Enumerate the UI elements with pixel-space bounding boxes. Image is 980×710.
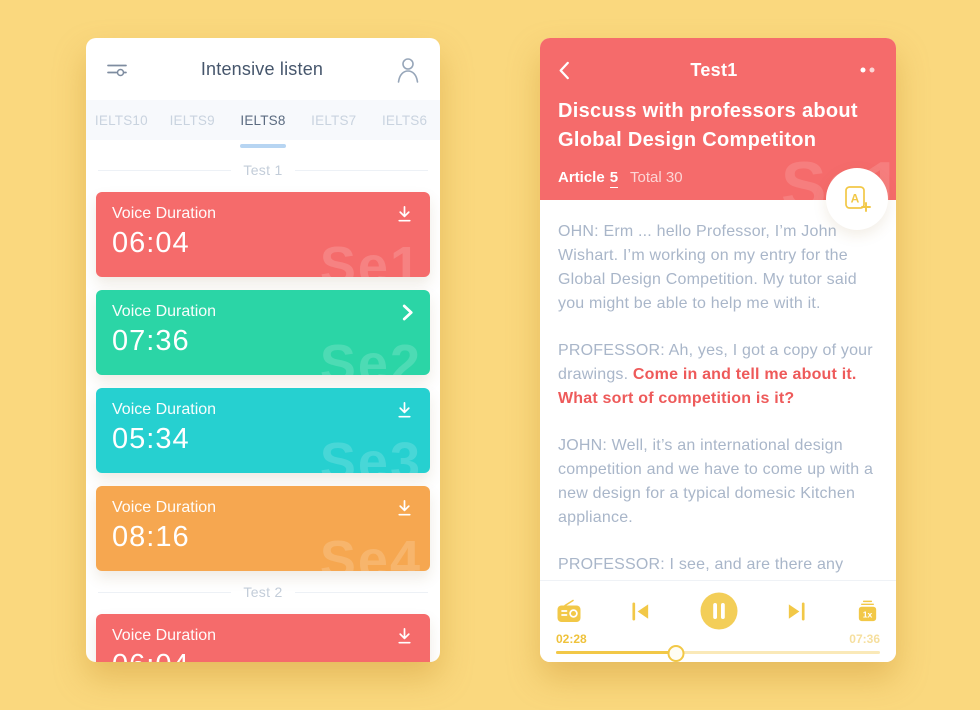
transcript-body: OHN: Erm ... hello Professor, I’m John W… [540,200,896,580]
tab-ielts9[interactable]: IELTS9 [169,112,215,128]
voice-card-se4[interactable]: Voice Duration 08:16 Se4 [96,486,430,571]
card-label: Voice Duration [112,627,217,644]
more-dots-icon[interactable] [858,67,878,73]
card-watermark: Se2 [319,334,422,375]
audio-player-bar: 1x 02:28 07:36 [540,580,896,662]
download-icon[interactable] [395,205,414,224]
progress-knob[interactable] [667,645,685,662]
total-duration: 07:36 [849,632,880,646]
ielts-tab-bar: IELTS10 IELTS9 IELTS8 IELTS7 IELTS6 [86,100,440,148]
previous-track-icon[interactable] [629,600,652,623]
card-label: Voice Duration [112,499,217,516]
tab-ielts8[interactable]: IELTS8 [240,112,286,128]
section-divider-test1: Test 1 [98,162,428,178]
tab-ielts6[interactable]: IELTS6 [381,112,428,128]
reader-title: Test1 [690,59,738,80]
voice-card-se2[interactable]: Voice Duration 07:36 Se2 [96,290,430,375]
card-watermark: Se1 [319,236,422,277]
article-heading: Discuss with professors about Global Des… [558,100,858,151]
transcript-paragraph: OHN: Erm ... hello Professor, I’m John W… [558,223,857,312]
pause-button[interactable] [700,592,738,630]
article-meta: Article 5 Total 30 [558,169,878,188]
voice-card-se1[interactable]: Voice Duration 06:04 Se1 [96,192,430,277]
card-label: Voice Duration [112,401,217,418]
highlighted-sentence: Come in and tell me about it. What sort … [558,366,857,407]
playback-speed-icon[interactable]: 1x [855,599,880,624]
transcript-paragraph: JOHN: Well, it’s an international design… [558,437,874,526]
voice-duration-value: 05:34 [112,423,190,455]
transcript-paragraph: PROFESSOR: Ah, yes, I got a copy of your… [558,342,873,407]
radio-icon[interactable] [556,599,582,624]
voice-card-se3[interactable]: Voice Duration 05:34 Se3 [96,388,430,473]
next-track-icon[interactable] [785,600,808,623]
transcript-reader-screen: Test1 Discuss with professors about Glob… [540,38,896,662]
voice-duration-value: 06:04 [112,227,190,259]
back-chevron-icon[interactable] [558,61,570,80]
svg-text:1x: 1x [863,609,873,619]
progress-fill [556,651,676,654]
font-size-icon: A [845,186,871,212]
list-header: Intensive listen [86,38,440,100]
card-label: Voice Duration [112,303,217,320]
active-tab-underline [240,144,286,148]
voice-duration-value: 07:36 [112,325,190,357]
card-watermark: Se1 [320,661,422,662]
card-watermark: Se3 [319,432,422,473]
listen-list-screen: Intensive listen IELTS10 IELTS9 IELTS8 I… [86,38,440,662]
elapsed-time: 02:28 [556,632,587,646]
voice-duration-value: 08:16 [112,521,190,553]
card-label: Voice Duration [112,205,217,222]
font-size-fab[interactable]: A [826,168,888,230]
tab-ielts10[interactable]: IELTS10 [94,112,148,128]
card-watermark: Se4 [319,530,422,571]
page-title: Intensive listen [200,58,324,79]
article-number[interactable]: 5 [609,169,619,188]
voice-card-test2-se1[interactable]: Voice Duration 06:04 Se1 [96,614,430,662]
tune-icon[interactable] [106,61,128,78]
section-label: Test 2 [243,584,283,600]
download-icon[interactable] [395,627,414,646]
svg-text:A: A [851,192,860,206]
person-icon[interactable] [396,56,420,83]
section-divider-test2: Test 2 [98,584,428,600]
tab-ielts7[interactable]: IELTS7 [311,112,357,128]
section-label: Test 1 [243,162,283,178]
voice-duration-value: 06:04 [112,649,414,662]
test-list: Test 1 Voice Duration 06:04 Se1 Voice Du… [86,140,440,662]
download-icon[interactable] [395,499,414,518]
total-label: Total 30 [630,169,683,186]
chevron-right-icon[interactable] [401,303,414,322]
progress-bar[interactable] [556,645,880,662]
download-icon[interactable] [395,401,414,420]
article-label: Article [558,169,605,186]
transcript-paragraph: PROFESSOR: I see, and are there any spec… [558,556,844,573]
